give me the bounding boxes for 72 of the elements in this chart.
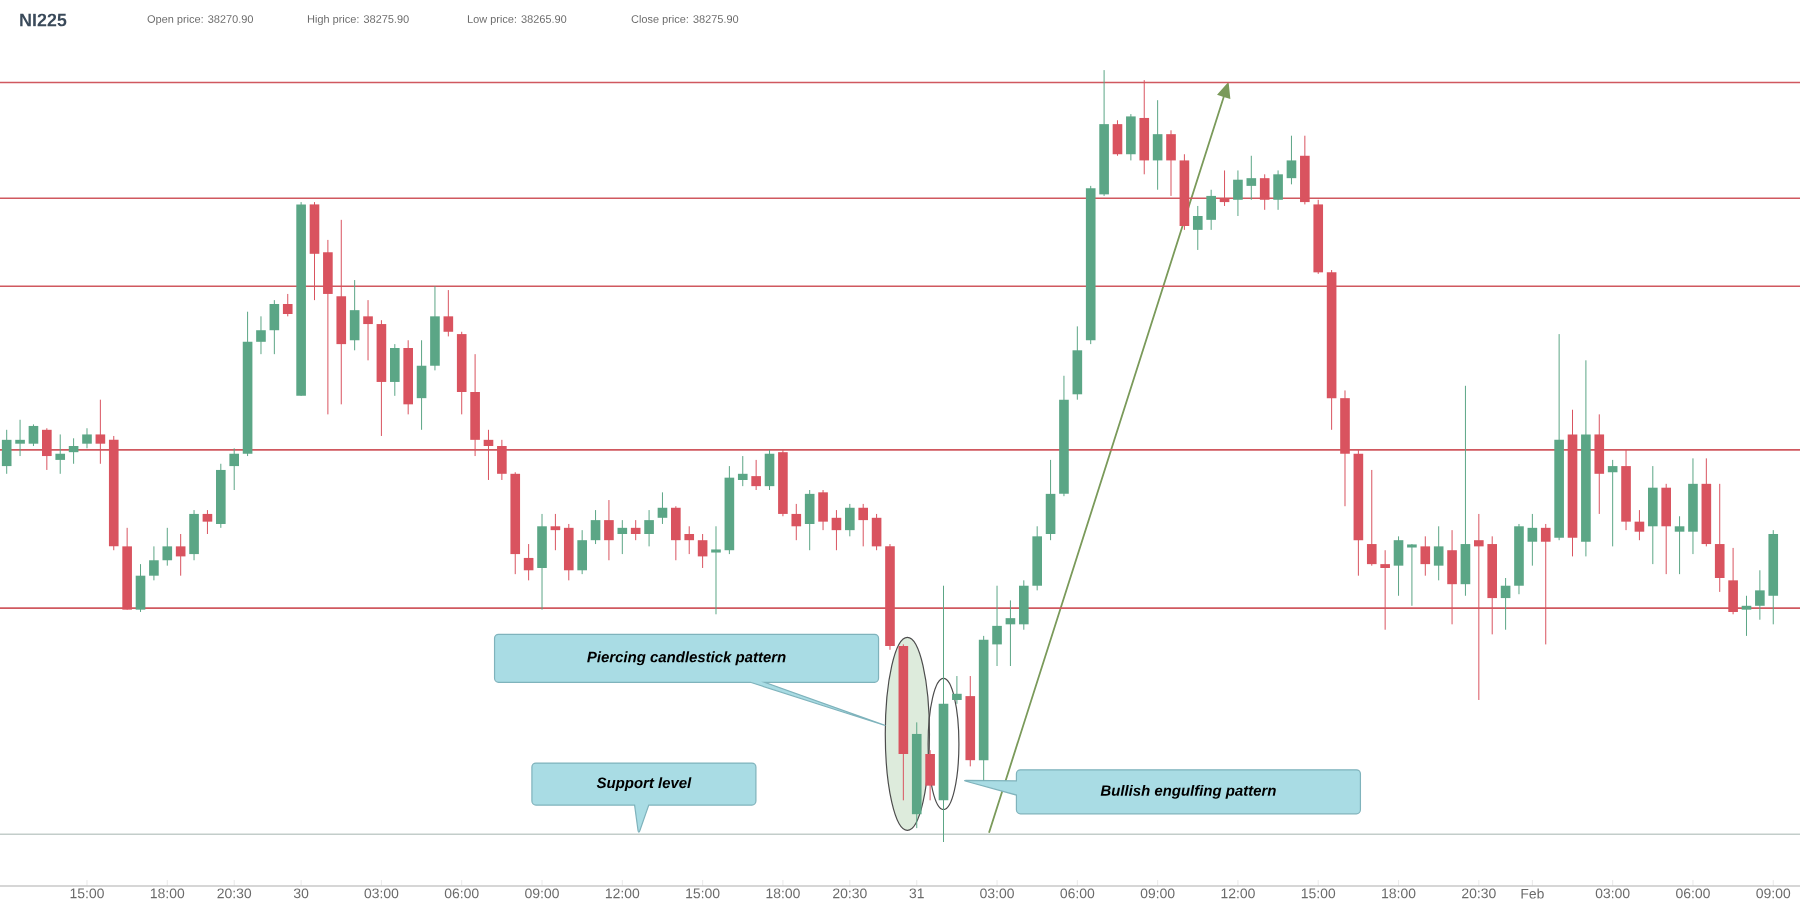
- candlestick: [68, 437, 79, 465]
- candlestick: [992, 585, 1002, 667]
- candlestick: [925, 749, 935, 801]
- candlestick: [1741, 595, 1752, 637]
- candlestick: [1152, 99, 1163, 191]
- candlestick: [791, 503, 802, 541]
- candlestick: [831, 509, 842, 551]
- candlestick: [1286, 135, 1297, 185]
- candlestick: [952, 675, 962, 705]
- candlestick: [1688, 457, 1698, 555]
- candlestick: [550, 513, 561, 551]
- candlestick: [1714, 483, 1725, 593]
- candlestick: [1500, 577, 1511, 631]
- candlestick: [804, 489, 815, 551]
- candlestick: [1433, 525, 1444, 581]
- candlestick: [737, 455, 748, 487]
- candlestick: [363, 299, 373, 361]
- candlestick: [1661, 483, 1672, 575]
- candlestick: [55, 433, 66, 475]
- chart-title: NI225: [20, 13, 67, 27]
- candlestick: [577, 529, 587, 575]
- candlestick: [149, 545, 159, 581]
- candlestick: [845, 503, 855, 537]
- candlestick: [1527, 513, 1538, 567]
- candlestick: [604, 499, 614, 561]
- candlestick: [523, 543, 534, 581]
- candlestick: [711, 525, 721, 615]
- candlestick: [229, 447, 240, 491]
- candlestick: [751, 459, 761, 491]
- candlestick: [563, 523, 574, 581]
- candlestick: [697, 533, 708, 569]
- candlestick: [644, 509, 654, 547]
- candlestick: [1460, 385, 1471, 597]
- candlestick: [818, 489, 828, 531]
- candlestick: [256, 315, 266, 355]
- candlestick: [1634, 509, 1645, 541]
- candlestick: [349, 279, 360, 351]
- candlestick: [537, 513, 547, 611]
- candlestick: [189, 509, 199, 561]
- candlestick: [1246, 155, 1257, 201]
- candlestick: [630, 519, 641, 541]
- candlestick: [1005, 599, 1016, 667]
- candlestick: [1647, 465, 1658, 565]
- candlestick: [1393, 535, 1404, 597]
- candlestick: [764, 449, 775, 491]
- candlestick: [1607, 459, 1618, 547]
- candlestick: [1420, 535, 1431, 577]
- candlestick: [1018, 579, 1029, 631]
- candlestick: [135, 563, 146, 613]
- candlestick: [590, 509, 601, 545]
- candlestick: [617, 519, 628, 555]
- candlestick: [1674, 515, 1685, 575]
- candlestick: [202, 509, 213, 535]
- candlestick: [416, 339, 427, 431]
- candlestick: [858, 503, 869, 547]
- candlestick: [1233, 169, 1243, 217]
- candlestick: [28, 423, 39, 447]
- candlestick: [162, 527, 173, 567]
- candlestick: [1112, 119, 1123, 157]
- candlestick: [389, 343, 400, 397]
- candlestick: [1407, 543, 1417, 607]
- candlestick: [1273, 169, 1283, 211]
- candlestick: [82, 427, 92, 449]
- candlestick: [282, 293, 293, 317]
- candlestick: [1366, 469, 1377, 567]
- candlestick: [269, 299, 280, 355]
- candlestick: [1126, 113, 1136, 161]
- candlestick: [871, 513, 882, 551]
- candlestick: [175, 533, 186, 577]
- candlestick: [1045, 459, 1056, 541]
- candlestick: [657, 491, 668, 525]
- candlestick: [1072, 325, 1083, 401]
